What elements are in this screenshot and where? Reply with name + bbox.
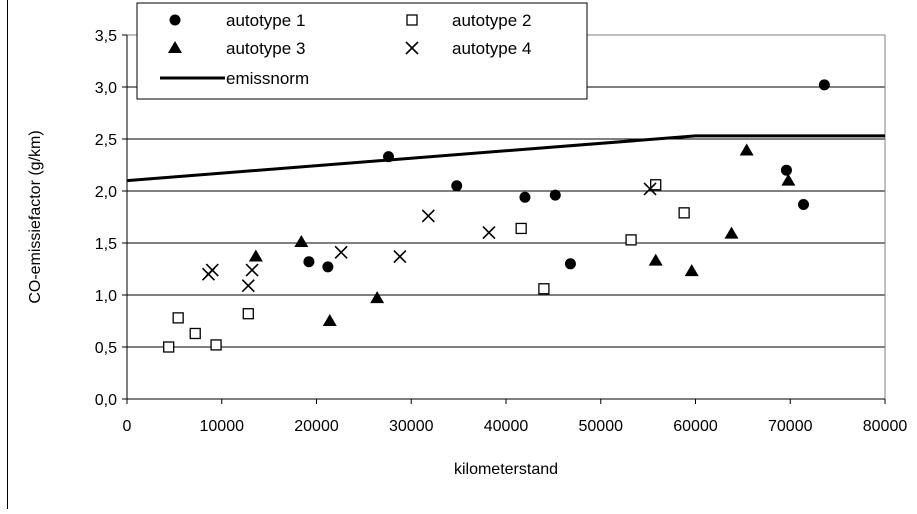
marker-x xyxy=(643,182,657,196)
x-tick-label: 30000 xyxy=(389,418,434,435)
x-tick-label: 80000 xyxy=(863,418,908,435)
series-autotype-4 xyxy=(201,182,657,293)
marker-triangle xyxy=(168,41,182,53)
legend-label: emissnorm xyxy=(226,69,309,88)
marker-x-stroke xyxy=(421,209,435,223)
marker-circle xyxy=(303,256,315,268)
series-autotype-3 xyxy=(248,143,796,326)
marker-square xyxy=(650,179,662,191)
marker-circle xyxy=(519,191,531,203)
marker-triangle xyxy=(322,314,337,326)
legend-box xyxy=(136,2,588,100)
marker-x-stroke xyxy=(393,249,407,264)
marker-x xyxy=(245,263,259,277)
marker-x xyxy=(205,263,219,277)
marker-circle xyxy=(780,164,792,176)
legend-label: autotype 1 xyxy=(226,11,305,30)
marker-x-stroke xyxy=(643,182,657,196)
marker-x xyxy=(405,41,419,55)
axes: 0,0 0,5 1,0 1,5 2,0 2,5 3,0 3,5 0 10000 20000 30000… xyxy=(95,28,908,435)
legend-label: autotype 2 xyxy=(452,11,531,30)
marker-circle xyxy=(169,14,181,26)
marker-triangle xyxy=(684,264,699,277)
y-tick-label: 3,0 xyxy=(95,80,117,97)
x-tick-label: 0 xyxy=(123,418,132,435)
marker-x-stroke xyxy=(205,263,219,277)
x-tick-label: 20000 xyxy=(294,418,339,435)
marker-circle xyxy=(322,261,334,273)
marker-x xyxy=(393,249,407,264)
marker-triangle xyxy=(724,226,739,239)
marker-triangle xyxy=(648,253,663,266)
emissnorm-line xyxy=(126,134,885,183)
x-tick-label: 50000 xyxy=(579,418,624,435)
marker-x-stroke xyxy=(245,263,259,277)
y-tick-label: 0,5 xyxy=(95,340,117,357)
marker-triangle xyxy=(248,249,263,262)
marker-circle xyxy=(451,180,463,192)
marker-circle xyxy=(549,189,561,201)
marker-square xyxy=(406,14,418,26)
marker-square xyxy=(163,341,175,353)
marker-x xyxy=(334,245,348,259)
marker-triangle xyxy=(370,291,385,304)
y-tick-label: 2,5 xyxy=(95,132,117,149)
y-tick-label: 2,0 xyxy=(95,184,117,201)
marker-circle xyxy=(818,79,830,91)
data-points xyxy=(126,79,885,353)
marker-square xyxy=(189,327,201,340)
marker-x xyxy=(241,279,255,293)
marker-square xyxy=(242,308,254,320)
y-tick-label: 0,0 xyxy=(95,392,117,409)
marker-square xyxy=(678,207,690,219)
series-autotype-1 xyxy=(303,79,830,273)
marker-x-stroke xyxy=(482,226,496,240)
marker-x-stroke xyxy=(334,245,348,259)
series-autotype-2 xyxy=(163,179,690,353)
x-tick-label: 70000 xyxy=(768,418,813,435)
marker-triangle xyxy=(739,143,754,156)
marker-circle xyxy=(564,258,576,270)
marker-x xyxy=(421,209,435,223)
y-tick-label: 3,5 xyxy=(95,28,117,45)
x-tick-label: 60000 xyxy=(673,418,718,435)
marker-triangle xyxy=(781,173,796,186)
marker-x-stroke xyxy=(241,279,255,293)
x-tick-label: 40000 xyxy=(484,418,529,435)
marker-square xyxy=(515,222,527,235)
x-tick-label: 10000 xyxy=(200,418,245,435)
legend-label: autotype 4 xyxy=(452,39,531,58)
marker-circle xyxy=(798,199,810,211)
marker-square xyxy=(210,339,222,351)
marker-square xyxy=(172,312,184,324)
y-axis-title: CO-emissiefactor (g/km) xyxy=(27,130,44,303)
legend: autotype 1 autotype 2 autotype 3 autotype 4… xyxy=(136,2,588,100)
marker-square xyxy=(538,283,550,295)
x-axis-title: kilometerstand xyxy=(454,461,558,478)
y-tick-label: 1,0 xyxy=(95,288,117,305)
series-emissnorm xyxy=(126,134,885,183)
y-tick-label: 1,5 xyxy=(95,236,117,253)
marker-square xyxy=(625,234,637,246)
marker-triangle xyxy=(294,234,309,247)
legend-label: autotype 3 xyxy=(226,39,305,58)
marker-x xyxy=(482,226,496,240)
marker-x-stroke xyxy=(405,41,419,55)
